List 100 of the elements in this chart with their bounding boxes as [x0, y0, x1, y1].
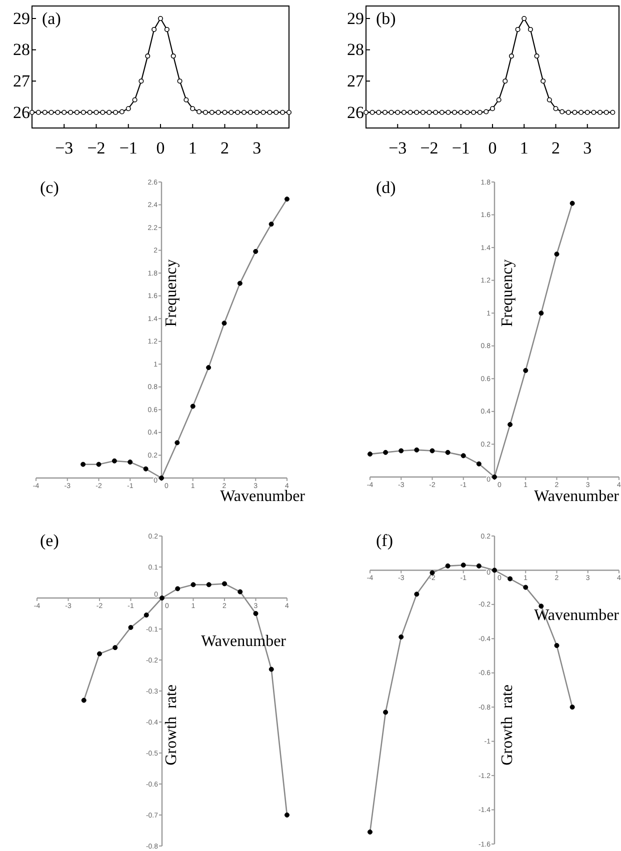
point — [464, 110, 470, 115]
point — [42, 110, 48, 115]
chart-title: (c) — [40, 178, 59, 197]
point — [242, 110, 247, 115]
y-tick-label: 29 — [13, 8, 30, 28]
y-axis-title: Growth rate — [499, 684, 516, 766]
point — [534, 54, 540, 59]
point — [113, 110, 118, 115]
chart-title: (f) — [376, 531, 393, 550]
y-tick-label: 27 — [13, 72, 30, 91]
point — [260, 110, 266, 115]
point — [515, 26, 520, 32]
point — [401, 110, 406, 115]
x-axis-title: Wavenumber — [534, 606, 620, 624]
point — [584, 110, 590, 115]
point — [433, 110, 438, 115]
point — [382, 110, 388, 115]
point — [286, 110, 292, 115]
x-tick-label: −2 — [420, 138, 438, 158]
point — [280, 110, 286, 115]
y-tick-label: 28 — [13, 40, 30, 60]
point — [55, 110, 60, 115]
point — [164, 26, 170, 32]
point — [598, 110, 603, 115]
x-axis-title: Wavenumber — [220, 488, 306, 505]
chart-title: (d) — [376, 178, 396, 197]
x-tick-label: −2 — [87, 138, 106, 158]
x-tick-label: −3 — [388, 138, 407, 158]
point — [184, 97, 189, 102]
y-axis-title: Frequency — [163, 259, 180, 327]
point — [36, 110, 41, 115]
y-tick-label: 28 — [347, 40, 364, 60]
point — [471, 110, 476, 115]
point — [138, 78, 144, 84]
point — [408, 110, 413, 115]
y-axis-title: Frequency — [499, 259, 516, 327]
point — [560, 109, 565, 114]
point — [426, 110, 432, 115]
x-tick-label: −3 — [55, 138, 74, 158]
chart-title: (a) — [42, 9, 61, 28]
x-tick-label: 2 — [220, 138, 229, 158]
point — [546, 97, 552, 102]
x-tick-label: 1 — [188, 138, 197, 158]
point — [522, 16, 527, 22]
x-tick-label: 3 — [583, 138, 592, 158]
x-tick-label: −1 — [119, 138, 138, 158]
point — [370, 110, 375, 115]
x-tick-label: 1 — [520, 138, 528, 158]
x-axis-title: Wavenumber — [534, 488, 620, 505]
point — [216, 110, 221, 115]
point — [591, 110, 596, 115]
point — [484, 109, 489, 114]
chart-title: (b) — [376, 9, 396, 28]
point — [158, 16, 164, 22]
point — [209, 110, 214, 115]
point — [477, 110, 482, 115]
point — [604, 110, 609, 115]
point — [177, 78, 182, 84]
point — [452, 110, 458, 115]
point — [87, 110, 92, 115]
point — [566, 110, 571, 115]
point — [106, 110, 112, 115]
point — [610, 110, 616, 115]
y-axis-title: Growth rate — [163, 684, 180, 766]
point — [540, 78, 546, 84]
point — [490, 106, 496, 112]
x-tick-label: −1 — [452, 138, 470, 158]
point — [254, 110, 260, 115]
point — [414, 110, 420, 115]
point — [145, 54, 150, 59]
chart-title: (e) — [40, 531, 59, 550]
point — [458, 110, 464, 115]
point — [267, 110, 272, 115]
x-axis-title: Wavenumber — [201, 632, 287, 650]
point — [74, 110, 80, 115]
point — [235, 110, 240, 115]
y-tick-label: 27 — [347, 72, 364, 91]
point — [508, 54, 514, 59]
point — [395, 110, 400, 115]
point — [376, 110, 382, 115]
y-tick-label: 26 — [347, 102, 364, 122]
point — [420, 110, 426, 115]
point — [502, 78, 508, 84]
point — [80, 110, 86, 115]
x-tick-label: 3 — [252, 138, 262, 158]
point — [68, 110, 74, 115]
point — [572, 110, 578, 115]
point — [132, 97, 138, 102]
point — [496, 97, 502, 102]
point — [388, 110, 394, 115]
y-tick-label: 26 — [13, 102, 30, 122]
point — [439, 110, 444, 115]
x-tick-label: 2 — [552, 138, 560, 158]
point — [578, 110, 584, 115]
point — [528, 26, 533, 32]
point — [196, 109, 202, 114]
point — [119, 109, 124, 114]
point — [228, 110, 234, 115]
point — [553, 106, 558, 112]
point — [202, 110, 208, 115]
